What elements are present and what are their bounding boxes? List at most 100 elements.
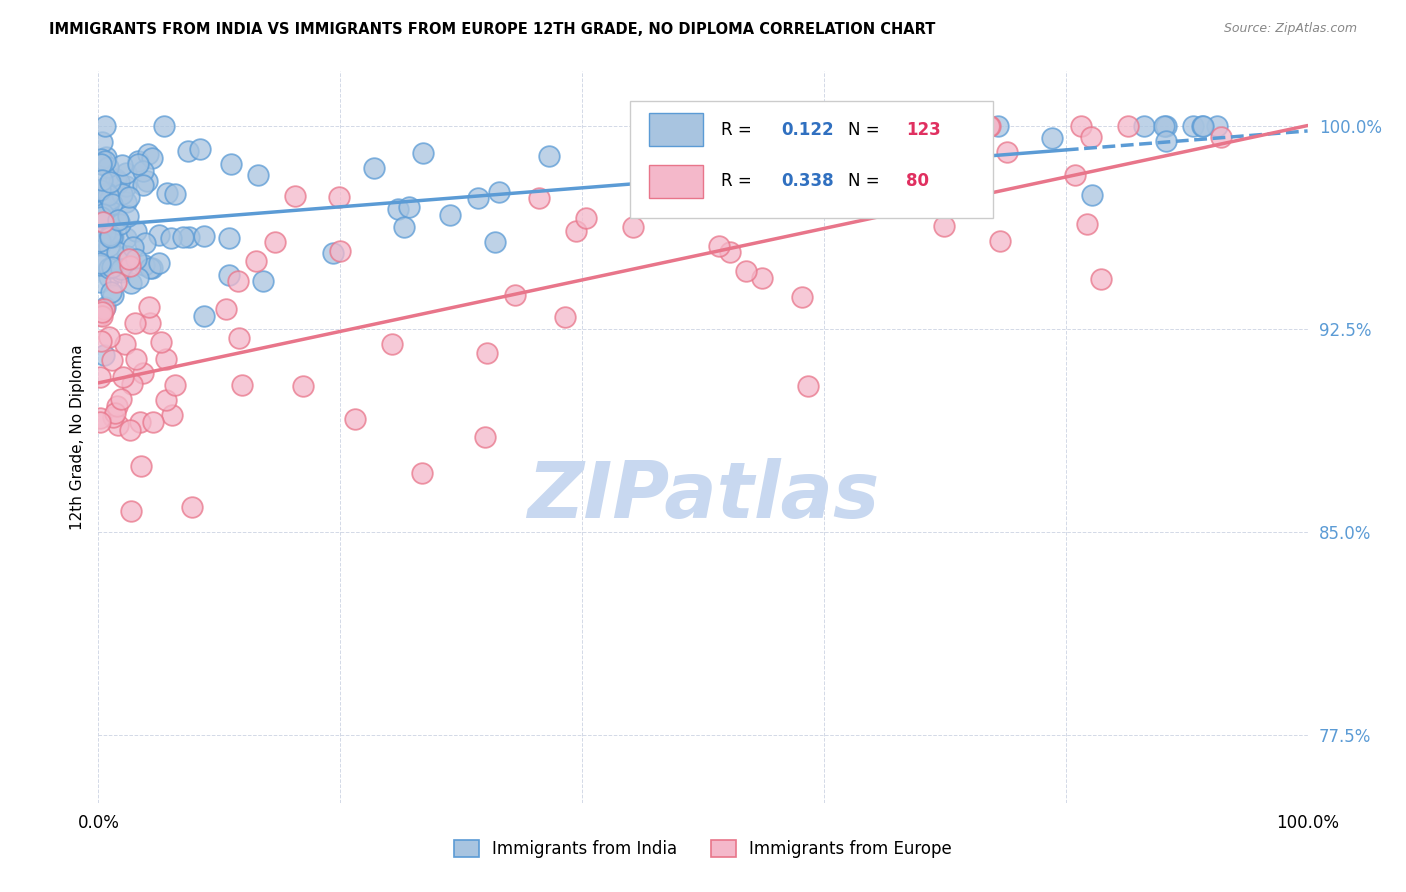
Point [127,270,149,285]
Point [343,412,366,426]
Point [245,254,267,268]
Point [141,260,163,275]
Point [155,392,177,407]
Text: R =: R = [721,172,758,190]
Point [103,288,125,302]
Point [142,415,165,429]
Text: 0.338: 0.338 [782,172,834,190]
Point [118,252,141,266]
Point [100,260,122,274]
Point [439,208,461,222]
Point [94,150,117,164]
Point [89,410,111,425]
Text: 0.122: 0.122 [782,121,834,139]
Point [98,260,121,275]
Point [138,316,160,330]
Point [503,288,526,302]
Point [1154,119,1177,133]
FancyBboxPatch shape [648,113,703,146]
Point [329,244,352,258]
Text: 80: 80 [905,172,929,190]
Point [89,238,111,252]
Point [98,270,121,285]
Point [188,142,211,156]
Point [363,161,385,175]
Point [110,261,132,276]
Point [120,504,142,518]
Point [621,219,644,234]
Point [247,169,270,183]
Point [718,245,741,260]
Point [163,377,186,392]
Point [484,235,506,249]
Point [107,418,129,433]
Point [995,145,1018,160]
Point [226,274,249,288]
Point [90,304,112,318]
Point [114,179,136,194]
Point [488,186,510,200]
Point [1209,130,1232,145]
Point [93,219,115,234]
Text: N =: N = [848,121,884,139]
Point [474,429,496,443]
Point [467,191,489,205]
Point [91,207,114,221]
Point [477,346,499,360]
Point [1118,119,1140,133]
Point [98,192,121,206]
Point [132,178,155,192]
Point [115,194,138,209]
Point [138,301,160,315]
Point [292,379,315,393]
Point [180,500,202,514]
Point [132,366,155,380]
Point [115,249,138,263]
Point [101,409,124,424]
Point [124,224,146,238]
Point [107,212,129,227]
Point [91,172,114,186]
Point [117,210,139,224]
Point [1181,119,1204,133]
Point [1154,134,1177,148]
Point [149,335,172,350]
Point [105,399,128,413]
Point [153,119,176,133]
Point [219,157,242,171]
Legend: Immigrants from India, Immigrants from Europe: Immigrants from India, Immigrants from E… [447,833,959,865]
Point [882,154,904,169]
Point [93,302,115,317]
Point [132,164,155,178]
Point [955,119,977,133]
Point [264,235,287,250]
Point [1206,119,1229,133]
Point [101,230,124,244]
Point [398,201,420,215]
Point [1081,187,1104,202]
Point [97,160,120,174]
Point [411,466,433,480]
Point [114,337,136,351]
Point [707,238,730,252]
Point [89,258,111,272]
Point [115,254,138,268]
Point [110,218,132,232]
Point [89,183,111,197]
Point [1064,169,1087,183]
Point [91,215,114,229]
Point [215,302,238,317]
Point [120,423,142,437]
Point [160,231,183,245]
Point [118,190,141,204]
Point [93,202,115,216]
Point [565,224,588,238]
Point [1090,272,1112,286]
Point [89,256,111,270]
Point [918,119,941,133]
Point [98,229,121,244]
Point [101,230,124,244]
Text: R =: R = [721,121,758,139]
Point [125,352,148,367]
Point [101,197,124,211]
